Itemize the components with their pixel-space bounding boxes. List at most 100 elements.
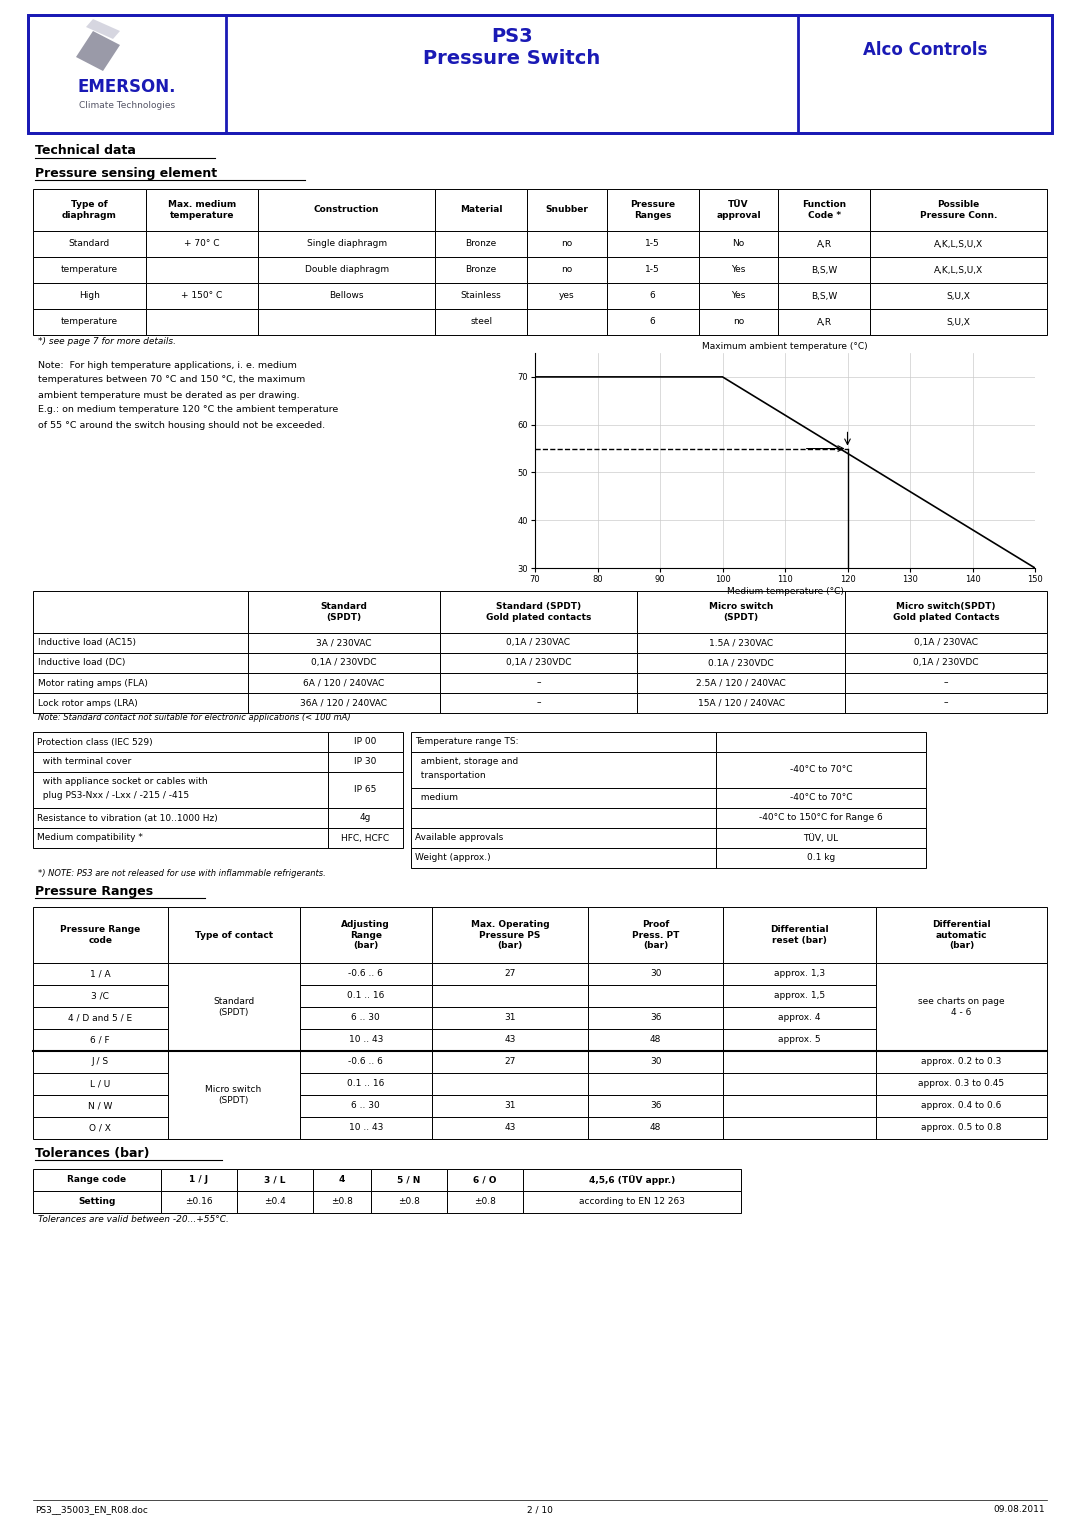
Text: no: no [562, 240, 572, 249]
Text: A,R: A,R [816, 318, 832, 327]
Text: 6 / F: 6 / F [91, 1036, 110, 1045]
Bar [637, 591, 845, 633]
Bar [299, 963, 432, 986]
Text: no: no [562, 266, 572, 275]
Bar [299, 1096, 432, 1117]
Text: Differential
reset (bar): Differential reset (bar) [770, 926, 828, 944]
Text: Tolerances (bar): Tolerances (bar) [35, 1146, 149, 1160]
Bar [699, 257, 778, 283]
Bar [411, 848, 716, 868]
Bar [411, 808, 716, 828]
Text: Inductive load (DC): Inductive load (DC) [38, 659, 125, 668]
Bar [440, 633, 637, 652]
Bar [33, 1117, 167, 1138]
Bar [527, 309, 607, 335]
Bar [716, 788, 926, 808]
Text: approx. 5: approx. 5 [778, 1036, 821, 1045]
Bar [870, 231, 1047, 257]
Bar [607, 283, 699, 309]
Bar [146, 189, 258, 231]
Text: Climate Technologies: Climate Technologies [79, 101, 175, 110]
Text: 0,1A / 230VDC: 0,1A / 230VDC [505, 659, 571, 668]
Text: Possible
Pressure Conn.: Possible Pressure Conn. [920, 200, 997, 220]
Bar [637, 633, 845, 652]
Text: ambient temperature must be derated as per drawing.: ambient temperature must be derated as p… [38, 391, 299, 399]
Text: Double diaphragm: Double diaphragm [305, 266, 389, 275]
Bar [716, 848, 926, 868]
Bar [440, 694, 637, 714]
Text: ±0.16: ±0.16 [185, 1198, 213, 1207]
Bar [778, 309, 870, 335]
Polygon shape [86, 18, 120, 40]
Bar [411, 828, 716, 848]
Bar [299, 1007, 432, 1028]
Bar [435, 231, 527, 257]
Text: -40°C to 150°C for Range 6: -40°C to 150°C for Range 6 [759, 813, 882, 822]
Bar [33, 1190, 161, 1213]
Bar [372, 1190, 447, 1213]
Text: -40°C to 70°C: -40°C to 70°C [789, 793, 852, 802]
Text: 4,5,6 (TÜV appr.): 4,5,6 (TÜV appr.) [589, 1175, 675, 1186]
Bar [589, 1117, 723, 1138]
Text: *) see page 7 for more details.: *) see page 7 for more details. [38, 338, 176, 347]
Text: ambient, storage and: ambient, storage and [415, 756, 518, 766]
Text: 27: 27 [504, 969, 516, 978]
Title: Maximum ambient temperature (°C): Maximum ambient temperature (°C) [702, 342, 868, 351]
Bar [845, 672, 1047, 694]
Bar [313, 1190, 372, 1213]
Text: 4: 4 [339, 1175, 346, 1184]
Bar [876, 1051, 1047, 1073]
Bar [716, 828, 926, 848]
Bar [411, 732, 716, 752]
Text: Temperature range TS:: Temperature range TS: [415, 738, 518, 747]
Text: D  A  T  A     S  H  E  E  T: D A T A S H E E T [456, 90, 823, 118]
Bar [589, 963, 723, 986]
Bar [33, 772, 328, 808]
Bar [258, 309, 435, 335]
Text: 1-5: 1-5 [645, 240, 660, 249]
Bar [723, 986, 876, 1007]
Bar [716, 732, 926, 752]
Bar [716, 808, 926, 828]
Bar [589, 1096, 723, 1117]
Text: 4g: 4g [360, 813, 372, 822]
Bar [33, 1073, 167, 1096]
Bar [870, 257, 1047, 283]
X-axis label: Medium temperature (°C): Medium temperature (°C) [727, 587, 843, 596]
Bar [432, 963, 589, 986]
Bar [237, 1190, 313, 1213]
Text: Stainless: Stainless [461, 292, 501, 301]
Text: 0,1A / 230VAC: 0,1A / 230VAC [507, 639, 570, 648]
Bar [33, 652, 248, 672]
Bar [432, 908, 589, 963]
Bar [161, 1169, 237, 1190]
Text: TÜV, UL: TÜV, UL [804, 833, 838, 842]
Bar [33, 963, 167, 986]
Text: Adjusting
Range
(bar): Adjusting Range (bar) [341, 920, 390, 950]
Text: Snubber: Snubber [545, 205, 589, 214]
Bar [432, 1117, 589, 1138]
Bar [778, 231, 870, 257]
Text: Bronze: Bronze [465, 240, 497, 249]
Text: approx. 0.4 to 0.6: approx. 0.4 to 0.6 [921, 1102, 1001, 1111]
Bar [723, 1051, 876, 1073]
Text: approx. 1,3: approx. 1,3 [773, 969, 825, 978]
Bar [523, 1190, 741, 1213]
Text: Pressure sensing element: Pressure sensing element [35, 167, 217, 179]
Bar [845, 694, 1047, 714]
Bar [723, 1028, 876, 1051]
Bar [870, 189, 1047, 231]
Text: 6 .. 30: 6 .. 30 [351, 1102, 380, 1111]
Bar [876, 1096, 1047, 1117]
Bar [845, 633, 1047, 652]
Bar [440, 591, 637, 633]
Bar [589, 1073, 723, 1096]
Bar [258, 283, 435, 309]
Bar [432, 1051, 589, 1073]
Bar [778, 257, 870, 283]
Text: 10 .. 43: 10 .. 43 [349, 1123, 383, 1132]
Text: Standard
(SPDT): Standard (SPDT) [321, 602, 367, 622]
Bar [447, 1190, 523, 1213]
Text: ±0.8: ±0.8 [474, 1198, 496, 1207]
Bar [33, 1169, 161, 1190]
